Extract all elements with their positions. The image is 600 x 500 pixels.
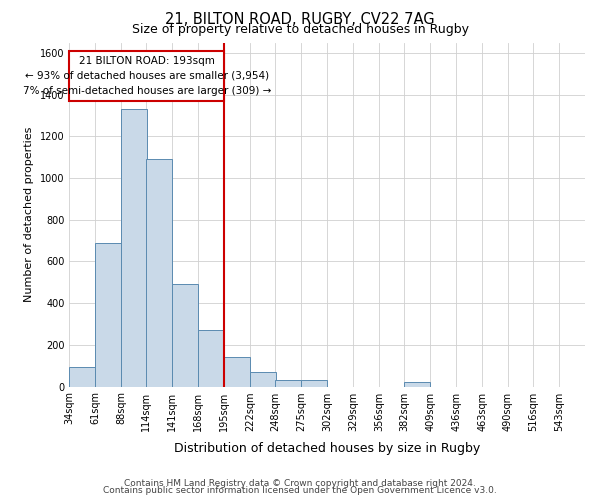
- Text: Contains HM Land Registry data © Crown copyright and database right 2024.: Contains HM Land Registry data © Crown c…: [124, 478, 476, 488]
- Bar: [70, 366, 95, 386]
- Bar: [301, 380, 327, 386]
- Text: 21 BILTON ROAD: 193sqm: 21 BILTON ROAD: 193sqm: [79, 56, 215, 66]
- Bar: [146, 160, 172, 386]
- Bar: [250, 372, 276, 386]
- Bar: [121, 109, 147, 386]
- Text: Size of property relative to detached houses in Rugby: Size of property relative to detached ho…: [131, 22, 469, 36]
- Bar: [275, 380, 301, 386]
- Bar: [224, 358, 250, 386]
- X-axis label: Distribution of detached houses by size in Rugby: Distribution of detached houses by size …: [174, 442, 481, 455]
- Bar: [198, 330, 224, 386]
- Bar: [172, 284, 198, 386]
- Bar: [404, 382, 430, 386]
- Text: Contains public sector information licensed under the Open Government Licence v3: Contains public sector information licen…: [103, 486, 497, 495]
- Y-axis label: Number of detached properties: Number of detached properties: [25, 127, 34, 302]
- Text: 7% of semi-detached houses are larger (309) →: 7% of semi-detached houses are larger (3…: [23, 86, 271, 96]
- Text: ← 93% of detached houses are smaller (3,954): ← 93% of detached houses are smaller (3,…: [25, 71, 269, 81]
- Text: 21, BILTON ROAD, RUGBY, CV22 7AG: 21, BILTON ROAD, RUGBY, CV22 7AG: [165, 12, 435, 26]
- FancyBboxPatch shape: [70, 51, 224, 101]
- Bar: [95, 242, 121, 386]
